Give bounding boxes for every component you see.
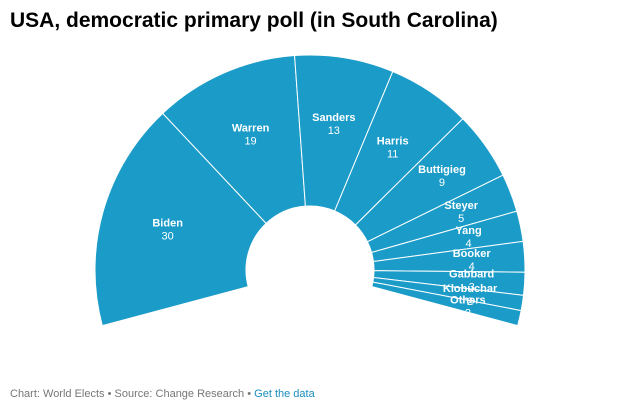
get-the-data-link[interactable]: Get the data <box>254 388 315 400</box>
segment-value-harris: 11 <box>387 148 398 160</box>
segment-label-others: Others <box>450 294 485 306</box>
segment-value-others: 2 <box>465 307 471 319</box>
segment-value-buttigieg: 9 <box>439 177 445 189</box>
segment-label-steyer: Steyer <box>444 200 478 212</box>
segment-label-booker: Booker <box>453 248 492 260</box>
segment-value-booker: 4 <box>469 261 475 273</box>
segment-warren[interactable] <box>162 55 306 225</box>
segment-value-biden: 30 <box>162 230 174 242</box>
chart-segments <box>94 54 526 327</box>
segment-value-steyer: 5 <box>458 213 464 225</box>
segment-value-warren: 19 <box>244 135 256 147</box>
segment-value-gabbard: 3 <box>469 281 475 293</box>
segment-label-buttigieg: Buttigieg <box>418 164 466 176</box>
chart-credit: Chart: World Elects <box>10 388 105 400</box>
segment-label-sanders: Sanders <box>312 112 355 124</box>
segment-label-harris: Harris <box>377 135 409 147</box>
segment-label-klobuchar: Klobuchar <box>443 283 498 295</box>
segment-value-klobuchar: 2 <box>467 296 473 308</box>
segment-label-gabbard: Gabbard <box>449 268 494 280</box>
chart-footer: Chart: World Elects • Source: Change Res… <box>10 388 315 400</box>
segment-biden[interactable] <box>94 112 267 327</box>
chart-title: USA, democratic primary poll (in South C… <box>10 9 498 32</box>
segment-value-yang: 4 <box>466 238 472 250</box>
footer-separator: • <box>247 388 252 400</box>
segment-value-sanders: 13 <box>328 125 340 137</box>
segment-others[interactable] <box>371 281 522 327</box>
segment-label-yang: Yang <box>455 225 481 237</box>
chart-source: Source: Change Research <box>114 388 245 400</box>
segment-label-warren: Warren <box>232 122 270 134</box>
footer-separator: • <box>107 388 112 400</box>
segment-label-biden: Biden <box>152 217 183 229</box>
